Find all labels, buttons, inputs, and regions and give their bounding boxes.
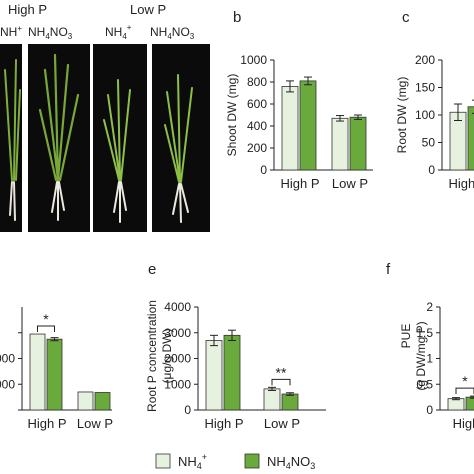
photo-group-label-high-p: High P: [8, 2, 47, 17]
significance-bracket: [37, 325, 55, 333]
plant-drawings: [4, 53, 193, 223]
significance-label: **: [276, 364, 287, 380]
bar: [263, 388, 281, 411]
x-tick-label: High: [453, 416, 474, 431]
y-tick-label: 150: [415, 81, 435, 95]
bar: [467, 106, 474, 171]
y-tick-label: 0: [260, 163, 267, 177]
y-tick-label: 0: [428, 163, 435, 177]
y-tick-label: 0.5: [416, 377, 433, 391]
chart-panel-e: 0 1000 2000 3000 4000 Root P concentration (μg…: [145, 300, 326, 431]
bar: [29, 333, 46, 411]
panel-letter-e: e: [148, 261, 156, 278]
photo-col-label-nh4no3-low: NH4NO3: [150, 25, 195, 41]
bar: [281, 393, 299, 411]
legend-swatch-nh4: [155, 453, 171, 469]
y-tick-label: 1000: [240, 53, 267, 67]
y-tick-label: 000: [0, 352, 15, 366]
y-tick-label: 800: [247, 75, 267, 89]
photo-group-label-low-p: Low P: [130, 2, 166, 17]
photo-col-label-nh4no3: NH4NO3: [28, 25, 73, 41]
panel-letter-c: c: [402, 9, 410, 26]
photo-col-label-nh4-low: NH4+: [105, 23, 132, 41]
bar: [77, 391, 94, 411]
y-tick-label: 1: [426, 352, 433, 366]
x-tick-label: High P: [280, 176, 319, 191]
x-tick-label: Low P: [332, 176, 368, 191]
y-axis-label: Shoot DW (mg): [225, 74, 239, 157]
photo-col-label-nh4: NH+: [0, 24, 22, 39]
legend-label-nh4: NH4+: [178, 452, 207, 471]
legend: NH4+ NH4NO3: [155, 452, 315, 471]
chart-panel-d: 000 000 High P Low P *: [0, 307, 113, 431]
x-tick-label: Low P: [77, 416, 113, 431]
y-tick-label: 2: [426, 300, 433, 314]
y-tick-label: 4000: [164, 300, 191, 314]
y-tick-label: 3000: [164, 326, 191, 340]
x-tick-label: High P: [204, 416, 243, 431]
y-tick-label: 400: [247, 119, 267, 133]
y-axis-label-units: (μg/g DW): [160, 329, 174, 384]
y-axis-label: Root P concentration: [145, 300, 159, 412]
panel-letter-f: f: [386, 261, 391, 278]
y-tick-label: 200: [247, 141, 267, 155]
bar: [281, 86, 299, 171]
x-tick-label: Low P: [264, 416, 300, 431]
significance-label: *: [43, 311, 49, 327]
significance-bracket: [271, 378, 291, 386]
y-tick-label: 0: [184, 403, 191, 417]
photo-panel: High P Low P NH+ NH4NO3 NH4+ NH4NO3: [0, 2, 210, 232]
legend-swatch-nh4no3: [244, 453, 260, 469]
y-axis-label: PUE: [399, 324, 413, 349]
x-tick-label: High P: [27, 416, 66, 431]
bar: [46, 338, 63, 411]
bar: [447, 398, 465, 411]
y-tick-label: 000: [0, 377, 15, 391]
y-axis-label-units: (g DW/mg P): [414, 321, 428, 390]
y-tick-label: 50: [422, 136, 436, 150]
y-tick-label: 1000: [164, 377, 191, 391]
y-tick-label: 600: [247, 97, 267, 111]
significance-bracket: [455, 387, 474, 395]
bar: [223, 334, 241, 411]
y-tick-label: 200: [415, 53, 435, 67]
y-tick-label: 0: [426, 403, 433, 417]
legend-label-nh4no3: NH4NO3: [267, 454, 315, 471]
bar: [465, 396, 474, 411]
chart-panel-f: 0 0.5 1 1.5 2 PUE(g DW/mg P) High *: [399, 300, 474, 431]
chart-panel-c: 0 50 100 150 200 Root DW (mg) High P: [395, 53, 474, 191]
bar: [205, 340, 223, 411]
significance-label: *: [462, 373, 468, 389]
bar: [94, 392, 111, 411]
y-tick-label: 100: [415, 108, 435, 122]
bar: [349, 116, 367, 171]
x-tick-label: High P: [448, 176, 474, 191]
bar: [331, 117, 349, 171]
y-axis-label: Root DW (mg): [395, 77, 409, 154]
bar: [299, 80, 317, 171]
panel-letter-b: b: [233, 9, 241, 26]
y-tick-label: 2000: [164, 352, 191, 366]
y-tick-label: 1.5: [416, 326, 433, 340]
